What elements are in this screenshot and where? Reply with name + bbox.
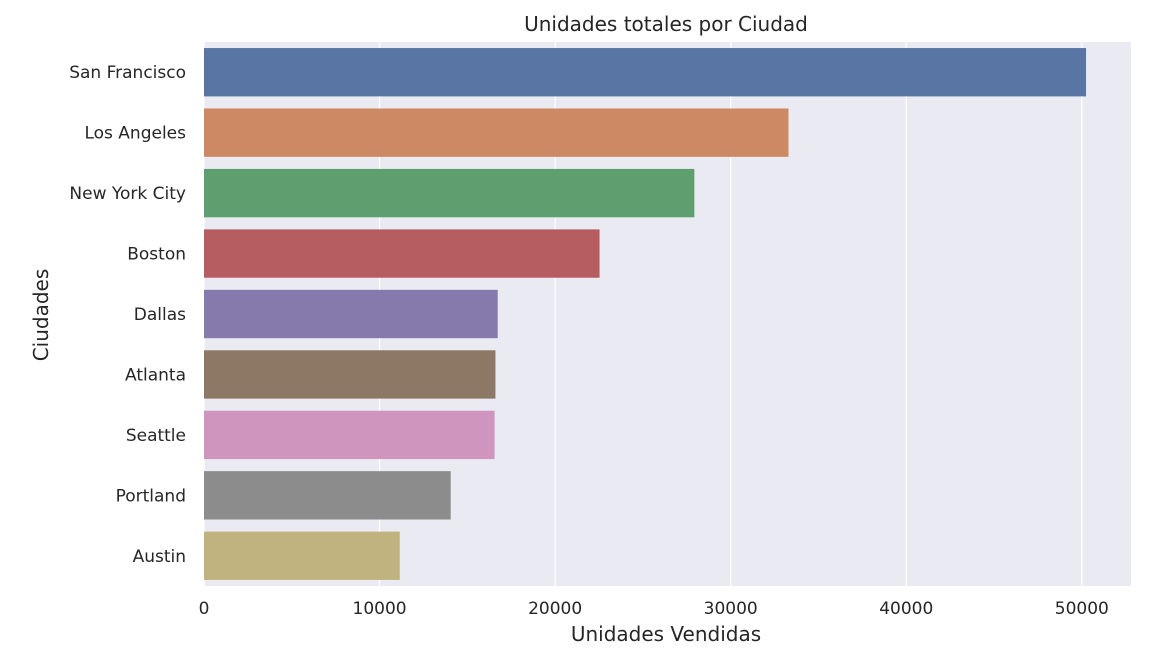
bar-seattle	[204, 410, 495, 460]
y-tick-label: Seattle	[126, 426, 186, 446]
x-tick-label: 0	[199, 599, 210, 619]
y-tick-label: Austin	[133, 547, 186, 567]
x-tick-label: 50000	[1055, 599, 1109, 619]
chart-title: Unidades totales por Ciudad	[524, 12, 808, 36]
x-tick-label: 30000	[704, 599, 758, 619]
y-tick-label: New York City	[69, 184, 186, 204]
y-tick-label: Atlanta	[125, 365, 186, 385]
y-tick-labels: San Francisco Los Angeles New York City Bos…	[69, 63, 186, 567]
y-axis-label: Ciudades	[29, 269, 53, 362]
bar-austin	[204, 531, 400, 580]
bar-portland	[204, 471, 451, 520]
y-tick-label: Dallas	[134, 305, 186, 325]
x-tick-label: 10000	[353, 599, 407, 619]
x-axis-label: Unidades Vendidas	[571, 622, 761, 646]
bar-san-francisco	[204, 48, 1087, 97]
y-tick-label: Los Angeles	[84, 124, 186, 144]
bar-los-angeles	[204, 108, 789, 157]
bar-atlanta	[204, 350, 496, 399]
bars	[204, 48, 1087, 580]
y-tick-label: Portland	[116, 486, 186, 506]
x-tick-label: 20000	[528, 599, 582, 619]
bar-dallas	[204, 289, 498, 339]
y-tick-label: Boston	[127, 245, 186, 265]
y-tick-label: San Francisco	[69, 63, 186, 83]
bar-boston	[204, 229, 600, 278]
x-tick-labels: 0 10000 20000 30000 40000 50000	[199, 599, 1109, 619]
x-tick-label: 40000	[879, 599, 933, 619]
bar-new-york-city	[204, 168, 695, 218]
